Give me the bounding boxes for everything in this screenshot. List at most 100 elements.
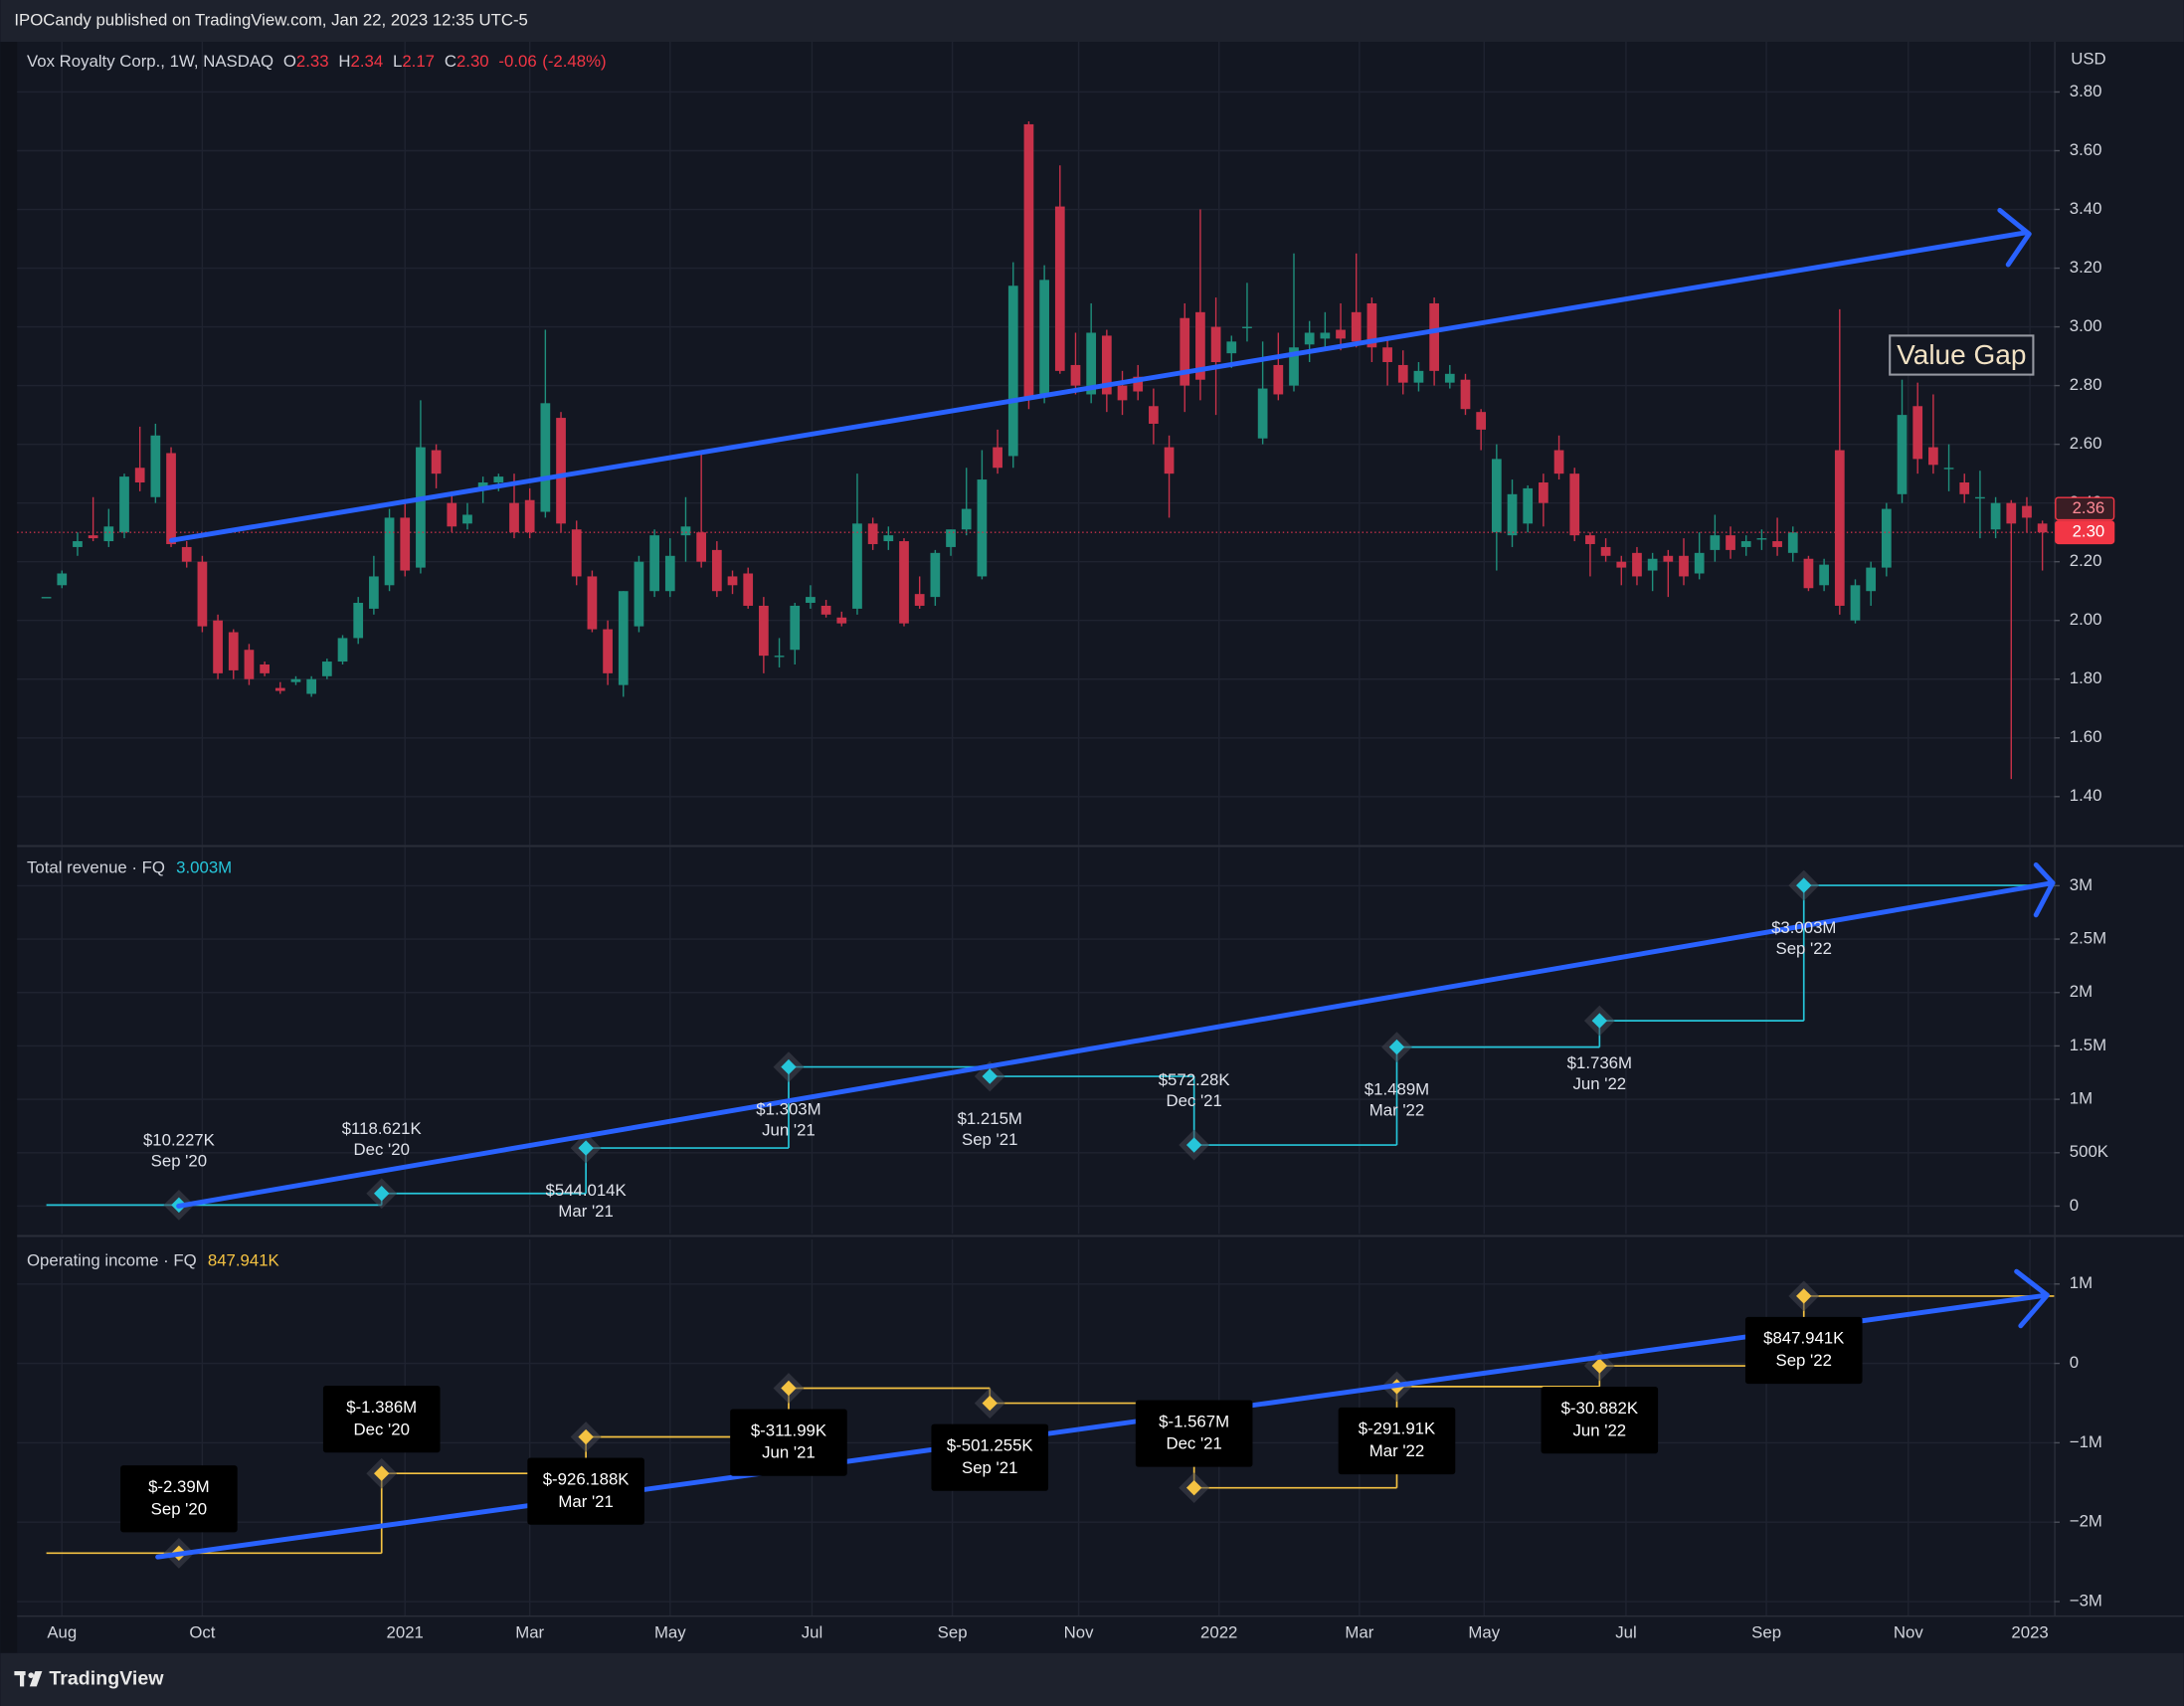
- footer-brand: TradingView: [49, 1668, 164, 1690]
- x-tick-label: 2023: [2011, 1623, 2048, 1642]
- candle-body: [946, 529, 956, 547]
- logo-part: [20, 1671, 25, 1687]
- footer-logo: [14, 1671, 43, 1687]
- y-tick-label: 3.40: [2070, 199, 2102, 218]
- date-label: Mar '21: [558, 1202, 613, 1221]
- legend-item: 2.30: [456, 52, 489, 71]
- date-label: Dec '21: [1166, 1091, 1221, 1110]
- candle-body: [1444, 373, 1455, 383]
- x-tick-label: Oct: [189, 1623, 215, 1642]
- candle-body: [181, 546, 192, 562]
- candle-body: [103, 526, 114, 542]
- price-legend: Vox Royalty Corp., 1W, NASDAQ O2.33 H2.34 L…: [27, 52, 607, 71]
- date-label: Dec '20: [354, 1420, 410, 1438]
- y-tick-label: 1.40: [2070, 786, 2102, 805]
- candle-body: [1210, 326, 1221, 362]
- logo-part: [28, 1672, 34, 1678]
- data-label: $847.941K: [1763, 1329, 1844, 1348]
- candle-body: [1787, 532, 1798, 553]
- candle-body: [1257, 388, 1268, 439]
- candle-body: [1585, 535, 1595, 544]
- candle-body: [1133, 376, 1144, 392]
- candle-body: [556, 418, 566, 524]
- candle-body: [587, 576, 598, 630]
- candle-body: [41, 597, 52, 599]
- candle-body: [1975, 496, 1985, 499]
- point-marker: [1388, 1039, 1405, 1055]
- candle-body: [852, 523, 862, 609]
- candle-body: [1382, 347, 1392, 362]
- y-tick-label: 3M: [2070, 875, 2093, 894]
- data-label-box: [931, 1423, 1049, 1491]
- candle-body: [1912, 406, 1923, 460]
- candle-body: [1242, 326, 1252, 328]
- data-label: $-2.39M: [148, 1477, 210, 1496]
- data-label: $10.227K: [143, 1130, 215, 1149]
- marks: [17, 120, 2055, 1569]
- candle-body: [711, 549, 722, 592]
- candle-body: [166, 453, 176, 544]
- trend-line: [169, 230, 2029, 543]
- trend-drawings: [155, 207, 2056, 1560]
- candle-body: [73, 541, 83, 547]
- candle-body: [150, 435, 161, 497]
- date-label: Sep '20: [151, 1499, 207, 1518]
- y-tick-label: 1.60: [2070, 727, 2102, 746]
- candle-body: [88, 535, 98, 539]
- footer-bar: [0, 1652, 2184, 1706]
- candle-body: [1101, 335, 1112, 395]
- logo-part: [29, 1671, 43, 1687]
- legend-item: L: [393, 52, 402, 71]
- x-tick-label: Nov: [1894, 1623, 1923, 1642]
- data-label: $-1.567M: [1159, 1412, 1229, 1430]
- data-label: $572.28K: [1159, 1070, 1230, 1089]
- candle-body: [1569, 474, 1580, 536]
- candle-body: [1990, 502, 2001, 530]
- candle-body: [1491, 459, 1502, 533]
- candle-body: [603, 629, 613, 673]
- candle-body: [1632, 552, 1642, 577]
- candle-body: [1850, 585, 1861, 621]
- candle-body: [1507, 493, 1518, 536]
- legend-item: C: [445, 52, 456, 71]
- candle-body: [1117, 385, 1128, 401]
- data-label-box: [1744, 1316, 1863, 1385]
- data-label: $1.489M: [1365, 1079, 1429, 1098]
- data-label-box: [1338, 1407, 1456, 1475]
- trend-line: [155, 1292, 2050, 1560]
- candle-body: [696, 532, 707, 562]
- candle-body: [759, 605, 769, 657]
- candle-body: [321, 662, 332, 676]
- candle-body: [1180, 317, 1190, 386]
- y-tick-label: 1M: [2070, 1273, 2093, 1292]
- candle-body: [1476, 412, 1487, 430]
- candle-body: [1149, 406, 1159, 424]
- candle-body: [1866, 567, 1877, 592]
- candle-body: [1539, 482, 1548, 503]
- date-label: Jun '21: [762, 1120, 816, 1139]
- candle-body: [1397, 364, 1408, 383]
- legend-item: (-2.48%): [542, 52, 606, 71]
- candle-body: [384, 517, 395, 586]
- y-tick-label: 1.5M: [2070, 1036, 2106, 1054]
- data-label: $-1.386M: [346, 1398, 417, 1417]
- candle-body: [337, 638, 348, 663]
- y-tick-label: 2.00: [2070, 610, 2102, 629]
- candle-body: [1819, 564, 1829, 586]
- data-label-box: [730, 1409, 847, 1476]
- candle-body: [493, 476, 504, 483]
- candle-body: [1943, 468, 1954, 470]
- candle-body: [1366, 302, 1377, 348]
- candle-body: [1320, 332, 1331, 339]
- point-marker: [1185, 1479, 1202, 1496]
- x-tick-label: 2022: [1200, 1623, 1237, 1642]
- x-tick-label: Nov: [1064, 1623, 1094, 1642]
- x-tick-label: Mar: [1345, 1623, 1373, 1642]
- candle-body: [1413, 370, 1424, 383]
- date-label: Dec '21: [1166, 1434, 1221, 1453]
- legend-item: Vox Royalty Corp., 1W, NASDAQ: [27, 52, 273, 71]
- data-label: $-291.91K: [1359, 1420, 1435, 1438]
- y-tick-label: 2.60: [2070, 434, 2102, 453]
- x-tick-label: Sep: [1751, 1623, 1781, 1642]
- y-tick-label: 2.5M: [2070, 929, 2106, 948]
